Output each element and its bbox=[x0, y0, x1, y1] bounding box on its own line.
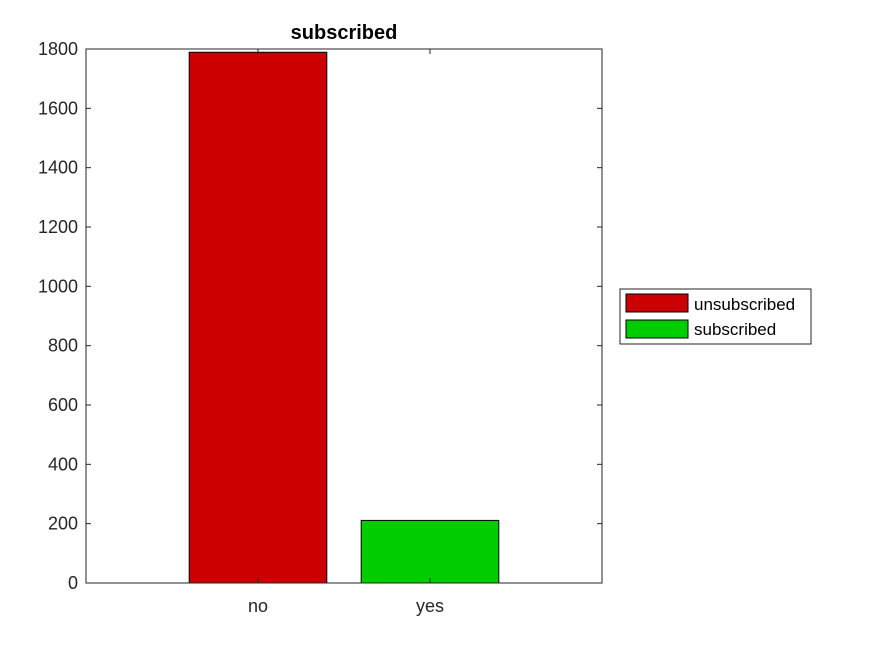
plot-area bbox=[86, 49, 602, 583]
y-tick-label-1200: 1200 bbox=[38, 217, 78, 237]
y-tick-label-1800: 1800 bbox=[38, 39, 78, 59]
bars-layer bbox=[188, 51, 500, 584]
x-tick-label-no: no bbox=[248, 596, 268, 616]
y-tick-label-1600: 1600 bbox=[38, 98, 78, 118]
chart-title: subscribed bbox=[291, 22, 398, 44]
legend-swatch-unsubscribed bbox=[625, 293, 689, 313]
bar-yes bbox=[360, 519, 500, 584]
y-tick-label-200: 200 bbox=[48, 514, 78, 534]
y-axis-ticks: 0 200 400 600 800 1000 1200 1400 1600 1800 bbox=[38, 39, 602, 593]
x-tick-label-yes: yes bbox=[416, 596, 444, 616]
axes-box bbox=[85, 48, 603, 584]
y-tick-label-1000: 1000 bbox=[38, 276, 78, 296]
y-tick-label-0: 0 bbox=[68, 573, 78, 593]
legend-swatch-subscribed bbox=[625, 319, 689, 339]
x-axis-ticks: no yes bbox=[248, 49, 444, 616]
bar-no bbox=[188, 51, 328, 584]
y-tick-label-1400: 1400 bbox=[38, 158, 78, 178]
y-tick-label-600: 600 bbox=[48, 395, 78, 415]
y-tick-label-400: 400 bbox=[48, 454, 78, 474]
legend-label-unsubscribed: unsubscribed bbox=[694, 295, 795, 314]
y-tick-label-800: 800 bbox=[48, 336, 78, 356]
legend-label-subscribed: subscribed bbox=[694, 320, 776, 339]
legend: unsubscribed subscribed bbox=[619, 288, 812, 345]
